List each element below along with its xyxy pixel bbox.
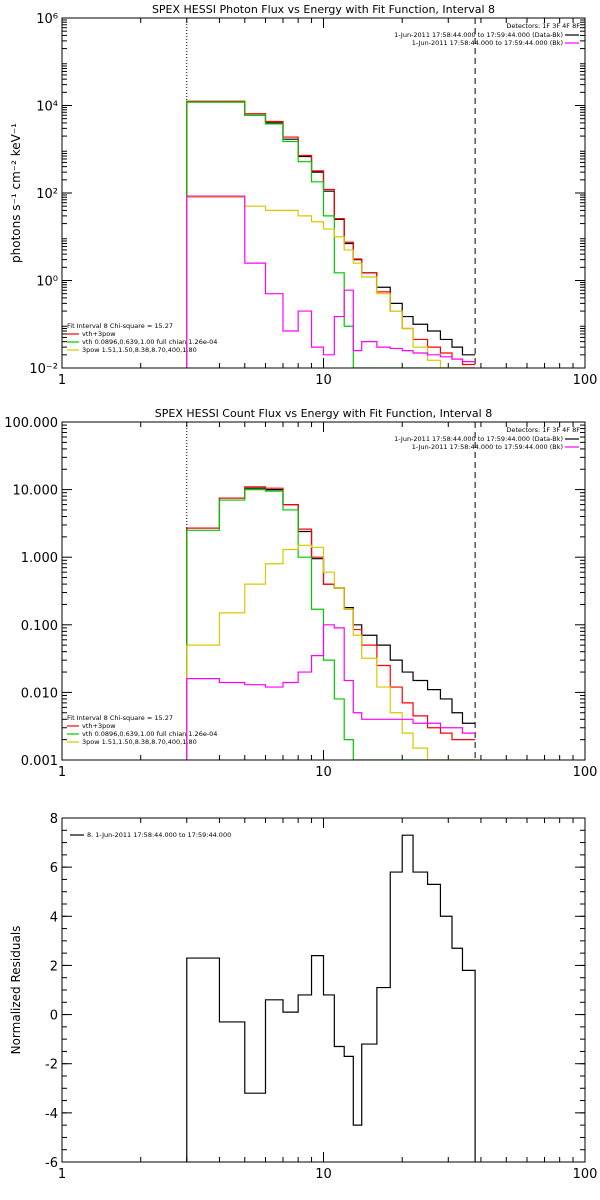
count-flux-chart: SPEX HESSI Count Flux vs Energy with Fit…: [4, 407, 598, 780]
y-tick-label: 10⁴: [36, 100, 58, 115]
fit-legend-item: vth 0.0896,0.639,1.00 full chian 1.26e-0…: [82, 730, 217, 738]
y-tick-label: 1.000: [21, 551, 58, 566]
y-tick-label: 2: [50, 959, 58, 974]
y-tick-label: 10⁶: [36, 12, 58, 27]
series-group: [186, 100, 476, 368]
y-tick-label: -6: [45, 1156, 58, 1171]
plot-frame: [61, 817, 586, 1163]
y-tick-label: 0.010: [21, 686, 58, 701]
legend-item: 1-Jun-2011 17:58:44.000 to 17:59:44.000 …: [412, 443, 563, 451]
y-tick-label: -4: [45, 1107, 58, 1122]
y-tick-label: 8: [50, 812, 58, 827]
y-axis-label: Normalized Residuals: [9, 926, 23, 1055]
series-line: [186, 624, 476, 760]
series-line: [186, 195, 476, 368]
y-tick-label: 10.000: [13, 484, 59, 499]
x-tick-label: 1: [58, 765, 66, 780]
y-tick-label: 10⁻²: [29, 362, 58, 377]
x-tick-label: 10: [315, 1167, 332, 1182]
residuals-chart: Normalized Residuals 1 10 100 -6 -4 -2 0 2 4 6 8 8. …: [9, 812, 598, 1182]
series-line: [186, 489, 476, 760]
x-tick-label: 1: [58, 1167, 66, 1182]
x-tick-label: 1: [58, 373, 66, 388]
series-group: [186, 834, 476, 1162]
chart-title: SPEX HESSI Photon Flux vs Energy with Fi…: [152, 3, 495, 16]
legend-item: 1-Jun-2011 17:58:44.000 to 17:59:44.000 …: [394, 31, 563, 39]
photon-flux-chart: SPEX HESSI Photon Flux vs Energy with Fi…: [9, 3, 598, 388]
series-line: [186, 101, 476, 368]
fit-legend-header: Fit Interval 8 Chi-square = 15.27: [67, 322, 173, 330]
plot-frame: [61, 17, 586, 369]
legend-header: Detectors: 1F 3F 4F 8F: [506, 22, 580, 30]
y-tick-label: 10⁰: [36, 275, 58, 290]
plot-frame: [61, 421, 586, 761]
x-tick-label: 10: [315, 373, 332, 388]
fit-legend-item: 3pow 1.51,1.50,8.38,8.70,400,1.80: [82, 738, 197, 746]
y-tick-label: 0: [50, 1009, 58, 1024]
series-line: [186, 487, 476, 760]
chart-title: SPEX HESSI Count Flux vs Energy with Fit…: [155, 407, 492, 420]
legend-item: 1-Jun-2011 17:58:44.000 to 17:59:44.000 …: [412, 39, 563, 47]
y-tick-label: 6: [50, 861, 58, 876]
y-axis-label: photons s⁻¹ cm⁻² keV⁻¹: [9, 123, 23, 263]
fit-legend-header: Fit Interval 8 Chi-square = 15.27: [67, 714, 173, 722]
x-tick-label: 100: [573, 373, 598, 388]
series-group: [186, 486, 476, 760]
legend-header: Detectors: 1F 3F 4F 8F: [506, 426, 580, 434]
x-tick-label: 10: [315, 765, 332, 780]
fit-legend-item: vth+3pow: [82, 722, 116, 730]
y-tick-label: 0.100: [21, 619, 58, 634]
y-tick-label: 100.000: [4, 416, 58, 431]
legend-item: 1-Jun-2011 17:58:44.000 to 17:59:44.000 …: [394, 435, 563, 443]
series-line: [186, 544, 476, 760]
y-tick-label: 10²: [36, 187, 58, 202]
fit-legend-item: vth+3pow: [82, 330, 116, 338]
y-tick-label: 0.001: [21, 754, 58, 769]
series-line: [186, 196, 476, 368]
series-line: [186, 834, 476, 1162]
legend-item: 8. 1-Jun-2011 17:58:44.000 to 17:59:44.0…: [87, 831, 231, 839]
x-tick-label: 100: [573, 1167, 598, 1182]
series-line: [186, 486, 476, 760]
series-line: [186, 100, 476, 368]
y-tick-label: 4: [50, 910, 58, 925]
x-tick-label: 100: [573, 765, 598, 780]
series-line: [186, 101, 476, 368]
y-tick-label: -2: [45, 1058, 58, 1073]
fit-legend-item: vth 0.0896,0.639,1.00 full chian 1.26e-0…: [82, 338, 217, 346]
fit-legend-item: 3pow 1.51,1.50,8.38,8.70,400,1.80: [82, 346, 197, 354]
